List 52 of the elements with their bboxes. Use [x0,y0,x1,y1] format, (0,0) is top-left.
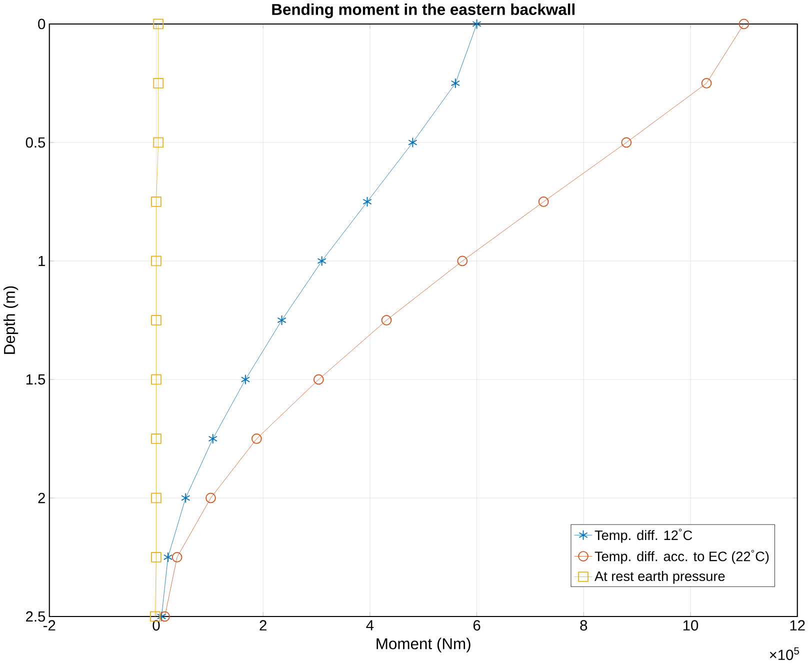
point [151,552,162,563]
point [362,196,372,208]
point [151,315,162,326]
point [317,256,326,266]
point [251,434,262,444]
point [472,19,482,30]
x-axis-title: Moment (Nm) [376,638,470,653]
point [160,612,170,622]
y-tick-label: 2.5 [26,612,46,622]
point [172,552,182,563]
x-tick-label: 10 [683,620,698,631]
point [408,138,418,148]
point [277,315,286,326]
y-tick-label: 0 [38,19,46,30]
point [621,138,632,148]
point [151,493,162,504]
point [151,374,162,385]
x-tick-label: -2 [44,620,56,631]
legend-label: Temp. diff. 12$^{°}$C [594,528,692,543]
point [313,374,324,385]
y-tick-label: 0.5 [26,138,46,148]
point [163,552,173,563]
x-tick-label: 12 [790,620,805,631]
point [181,493,190,504]
y-tick-label: 1.5 [26,374,46,385]
point [151,434,162,444]
point [153,138,164,148]
point [738,19,750,30]
point [151,256,162,266]
point [151,196,162,208]
point [538,196,549,208]
y-tick-label: 2 [38,493,45,504]
text: ×10$^{5}$ [770,648,799,660]
x-tick-label: 4 [366,620,374,630]
y-axis-title: Depth (m) [3,286,18,354]
point [381,315,392,326]
legend-label: At rest earth pressure [594,571,725,584]
x-tick-label: 6 [473,620,480,631]
x-tick-label: 2 [260,620,266,631]
point [153,78,164,89]
point [450,78,460,89]
point [206,493,216,504]
y-tick-label: 1 [38,256,45,266]
chart-title: Bending moment in the eastern backwall [272,4,574,18]
point [457,256,468,266]
point [701,78,712,89]
point [157,612,166,622]
point [153,19,164,30]
point [240,374,250,385]
point [208,434,218,444]
legend-label: Temp. diff. acc. to EC (22$^{°}$C) [594,550,769,564]
x-tick-label: 8 [580,620,588,631]
